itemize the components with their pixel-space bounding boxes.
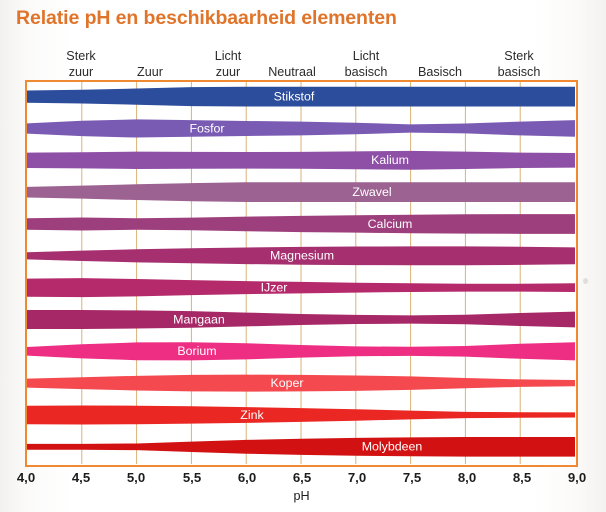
band-label-mangaan: Mangaan xyxy=(173,312,225,326)
band-shape-fosfor xyxy=(27,119,575,138)
x-axis-title: pH xyxy=(293,489,310,503)
category-header-5: Licht basisch xyxy=(344,49,388,79)
band-label-kalium: Kalium xyxy=(371,153,409,167)
plot-area: Stikstof Fosfor Kalium Zwavel Calcium Magnesi… xyxy=(25,80,578,467)
x-tick-9-0: 9,0 xyxy=(567,470,587,485)
category-header-1: Sterk zuur xyxy=(66,49,96,79)
band-magnesium: Magnesium xyxy=(27,246,575,266)
band-label-borium: Borium xyxy=(177,344,216,358)
page-title: Relatie pH en beschikbaarheid elementen xyxy=(16,7,397,29)
band-label-calcium: Calcium xyxy=(368,217,413,231)
category-header-7: Sterk basisch xyxy=(497,49,541,79)
band-label-zwavel: Zwavel xyxy=(352,185,391,199)
band-zwavel: Zwavel xyxy=(27,182,575,203)
band-shape-koper xyxy=(27,374,575,392)
category-header-4: Neutraal xyxy=(268,64,316,79)
band-shape-kalium xyxy=(27,150,575,170)
band-label-stikstof: Stikstof xyxy=(274,89,315,103)
band-shape-ijzer xyxy=(27,278,575,298)
x-axis: 4,0 4,5 5,0 5,5 6,0 6,5 7,0 7,5 8,0 8,5 9,0 xyxy=(0,470,606,492)
paper-speck xyxy=(583,278,588,284)
bands-svg: Stikstof Fosfor Kalium Zwavel Calcium Magnesi… xyxy=(27,82,575,464)
x-tick-4-5: 4,5 xyxy=(71,470,91,485)
band-calcium: Calcium xyxy=(27,214,575,234)
band-shape-mangaan xyxy=(27,310,575,329)
x-tick-6-5: 6,5 xyxy=(292,470,312,485)
band-mangaan: Mangaan xyxy=(27,310,575,329)
band-shape-stikstof xyxy=(27,86,575,107)
band-shape-molybdeen xyxy=(27,436,575,457)
x-tick-4-0: 4,0 xyxy=(16,470,36,485)
band-label-magnesium: Magnesium xyxy=(270,249,334,263)
band-koper: Koper xyxy=(27,374,575,392)
x-tick-5-0: 5,0 xyxy=(126,470,146,485)
x-tick-7-5: 7,5 xyxy=(402,470,422,485)
band-ijzer: IJzer xyxy=(27,278,575,298)
category-header-6: Basisch xyxy=(417,64,463,79)
band-fosfor: Fosfor xyxy=(27,119,575,138)
category-header-row: Sterk zuur Zuur Licht zuur Neutraal Licht ba… xyxy=(0,42,606,80)
x-tick-7-0: 7,0 xyxy=(347,470,367,485)
band-shape-borium xyxy=(27,342,575,361)
band-label-fosfor: Fosfor xyxy=(189,121,224,135)
band-shape-magnesium xyxy=(27,246,575,266)
band-zink: Zink xyxy=(27,405,575,425)
band-label-koper: Koper xyxy=(270,376,303,390)
category-header-3: Licht zuur xyxy=(214,49,242,79)
x-tick-6-0: 6,0 xyxy=(237,470,257,485)
x-tick-8-0: 8,0 xyxy=(457,470,477,485)
band-molybdeen: Molybdeen xyxy=(27,436,575,457)
band-label-ijzer: IJzer xyxy=(261,280,288,294)
band-kalium: Kalium xyxy=(27,150,575,170)
band-shape-zwavel xyxy=(27,182,575,203)
category-header-2: Zuur xyxy=(137,64,163,79)
band-stikstof: Stikstof xyxy=(27,86,575,107)
band-shape-zink xyxy=(27,405,575,425)
band-label-zink: Zink xyxy=(240,408,264,422)
x-tick-5-5: 5,5 xyxy=(182,470,202,485)
band-shape-calcium xyxy=(27,214,575,234)
band-label-molybdeen: Molybdeen xyxy=(362,440,423,454)
band-borium: Borium xyxy=(27,342,575,361)
x-tick-8-5: 8,5 xyxy=(512,470,532,485)
